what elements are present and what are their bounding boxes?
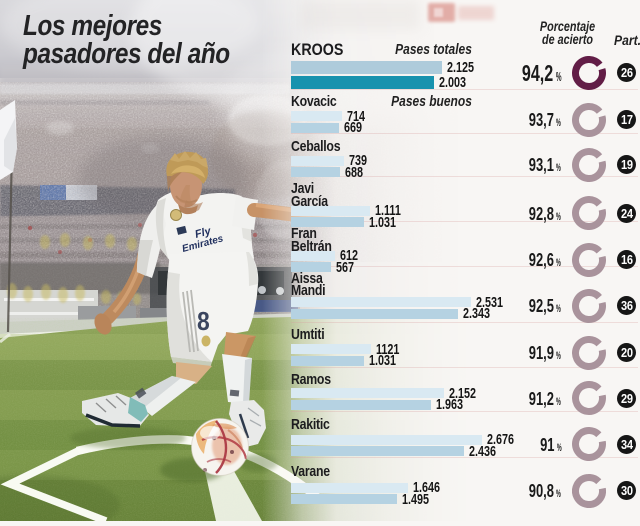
svg-text:8: 8 (197, 308, 210, 337)
svg-text:Fly: Fly (194, 225, 213, 241)
